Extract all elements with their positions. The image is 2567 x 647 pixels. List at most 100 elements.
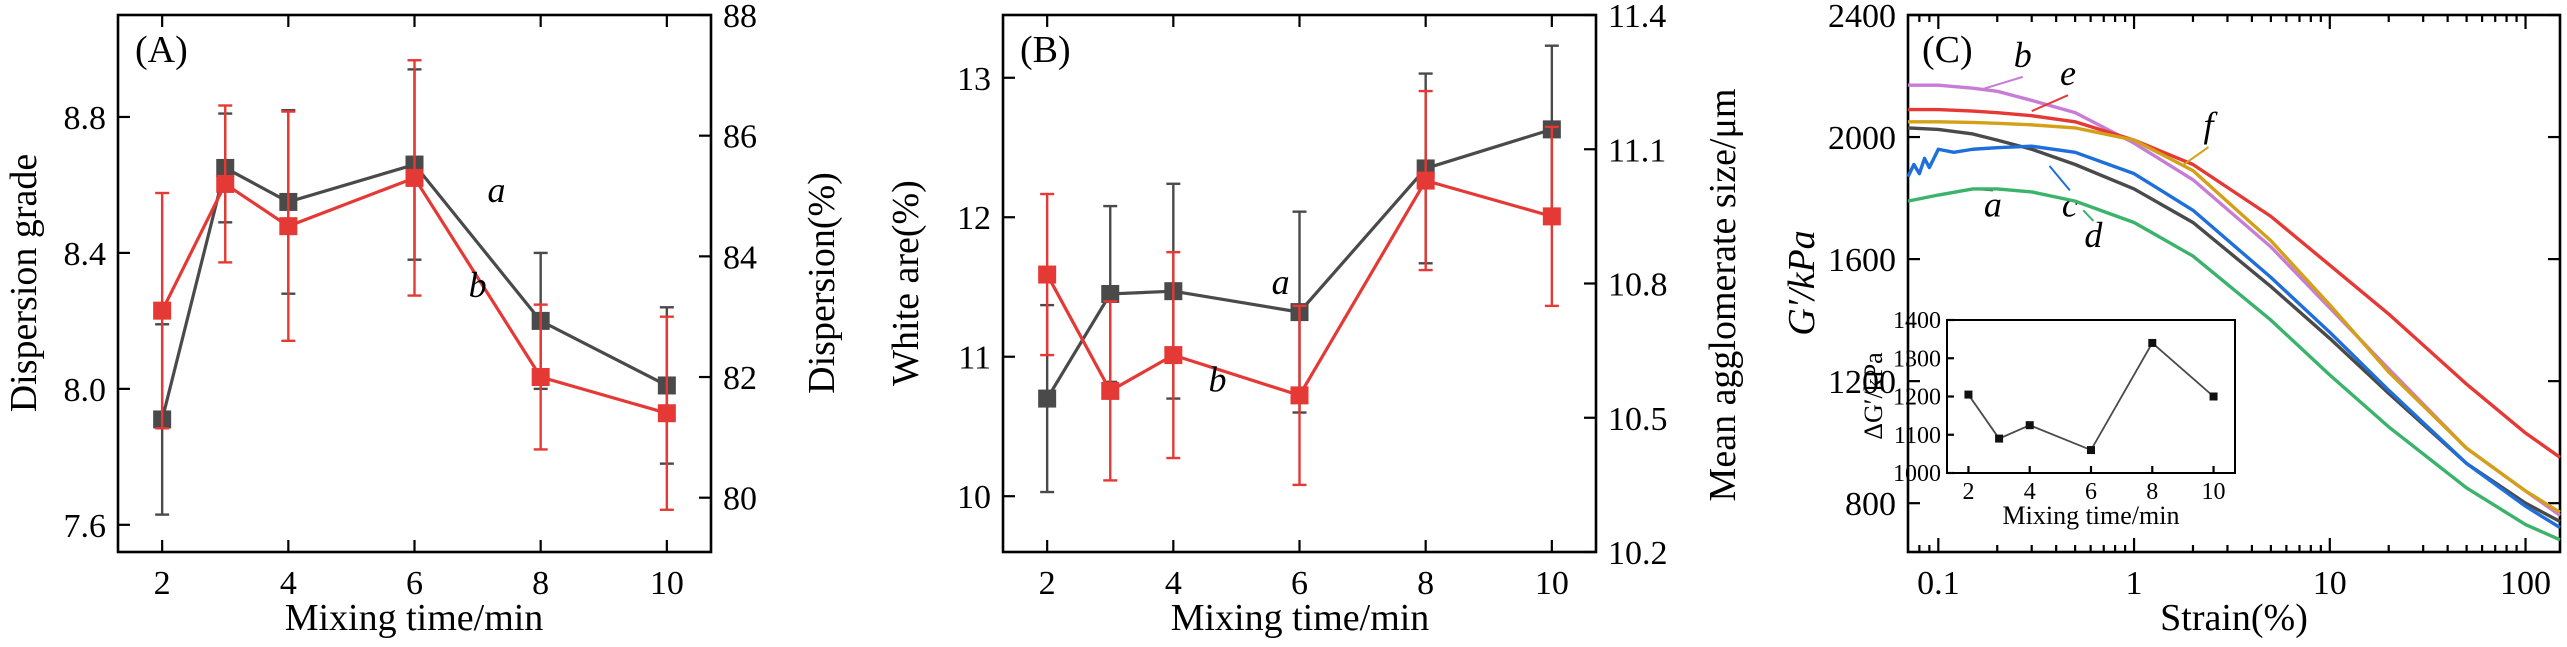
panel-a-y2label: Dispersion(%) bbox=[801, 172, 843, 394]
panel-b-ytick-label: 12 bbox=[957, 200, 991, 237]
panel-b-ytick-label: 10 bbox=[957, 479, 991, 516]
panel-a-xtick-label: 8 bbox=[532, 565, 549, 602]
panel-b-xtick-label: 4 bbox=[1165, 565, 1182, 602]
panel-c-inset: Mixing time/min ΔG′/kPa 2 4 6 8 10 1000 1100 12… bbox=[1859, 308, 2236, 530]
panel-b-series-a-line bbox=[1045, 127, 1553, 400]
panel-b-ytick-label: 13 bbox=[957, 61, 991, 98]
panel-c-series-a-label: a bbox=[1984, 184, 2002, 224]
panel-c-xtick-label: 0.1 bbox=[1917, 565, 1960, 602]
panel-c-series-b-label: b bbox=[2014, 35, 2032, 75]
inset-ytick-label: 1400 bbox=[1893, 308, 1941, 334]
panel-b-xtick-label: 6 bbox=[1291, 565, 1308, 602]
inset-ytick-label: 1300 bbox=[1893, 346, 1941, 372]
panel-a-xtick-label: 10 bbox=[650, 565, 684, 602]
panel-b-point bbox=[1416, 171, 1435, 190]
panel-a-ytick-label: 8.8 bbox=[64, 100, 107, 137]
panel-b-xtick-label: 10 bbox=[1535, 565, 1569, 602]
panel-a-series-label: b bbox=[469, 265, 487, 305]
panel-c-ytick-label: 1600 bbox=[1828, 242, 1896, 279]
inset-ylabel: ΔG′/kPa bbox=[1859, 352, 1888, 440]
inset-point bbox=[1964, 390, 1973, 399]
inset-xtick-label: 10 bbox=[2202, 479, 2226, 505]
panel-c-label: (C) bbox=[1922, 29, 1973, 71]
inset-point bbox=[2148, 338, 2157, 347]
panel-a-ytick-label: 8.0 bbox=[64, 372, 107, 409]
panel-a-point bbox=[405, 168, 424, 187]
panel-b-series-label: a bbox=[1272, 262, 1290, 302]
panel-b-point bbox=[1038, 265, 1057, 284]
panel-a-series-label: a bbox=[488, 170, 506, 210]
panel-b-y2tick-label: 10.8 bbox=[1608, 267, 1668, 304]
panel-c-xlabel: Strain(%) bbox=[2160, 597, 2308, 639]
panel-a-series: ab bbox=[153, 59, 676, 516]
panel-c-series-b-leader bbox=[1983, 75, 2024, 90]
panel-c-series-d-label: d bbox=[2084, 215, 2103, 255]
panel-a-y2tick-label: 84 bbox=[723, 239, 757, 276]
panel-c-series-f-label: f bbox=[2203, 105, 2218, 145]
panel-b-xlabel: Mixing time/min bbox=[1171, 597, 1430, 639]
panel-c-ylabel: G′/kPa bbox=[1781, 230, 1823, 335]
panel-b-y2tick-label: 10.2 bbox=[1608, 535, 1668, 572]
panel-b-point bbox=[1290, 386, 1309, 405]
panel-c-ytick-label: 2400 bbox=[1828, 0, 1896, 35]
panel-b-y2tick-label: 10.5 bbox=[1608, 401, 1668, 438]
panel-c-series-e-label: e bbox=[2060, 53, 2076, 93]
panel-c: (C) Strain(%) G′/kPa 0.1 1 10 100 800 1200 160… bbox=[1781, 0, 2562, 639]
panel-c-series-e-line bbox=[1908, 107, 2561, 459]
panel-b-xtick-label: 8 bbox=[1417, 565, 1434, 602]
panel-a-series-b-line bbox=[160, 175, 668, 415]
panel-c-ytick-label: 1200 bbox=[1828, 364, 1896, 401]
inset-ytick-label: 1100 bbox=[1894, 423, 1941, 449]
panel-a-point bbox=[531, 368, 550, 387]
inset-ytick-label: 1200 bbox=[1893, 385, 1941, 411]
panel-c-xtick-label: 10 bbox=[2313, 565, 2347, 602]
panel-a-point bbox=[216, 174, 235, 193]
panel-a-xlabel: Mixing time/min bbox=[285, 597, 544, 639]
panel-c-series-e-leader bbox=[2031, 94, 2069, 113]
panel-a-ytick-label: 7.6 bbox=[64, 508, 107, 545]
inset-point bbox=[2087, 446, 2095, 455]
panel-c-series-f-line bbox=[1908, 120, 2561, 514]
panel-b-y2tick-label: 11.4 bbox=[1608, 0, 1666, 35]
inset-ticks: 2 4 6 8 10 1000 1100 1200 1300 1400 bbox=[1893, 308, 2226, 505]
panel-b-y2label: Mean agglomerate size/μm bbox=[1702, 89, 1744, 502]
panel-a-y2tick-label: 80 bbox=[723, 481, 757, 518]
panel-c-series-d-leader bbox=[2082, 209, 2095, 222]
panel-c-series-c-leader bbox=[2048, 165, 2071, 192]
panel-c-series-c-line bbox=[1906, 144, 2561, 530]
inset-xtick-label: 4 bbox=[2024, 479, 2036, 505]
panel-c-series-d: d bbox=[1907, 187, 2561, 542]
panel-b-ytick-label: 11 bbox=[958, 340, 991, 377]
panel-a-point bbox=[153, 301, 172, 320]
panel-c-series-c: c bbox=[1906, 144, 2561, 530]
panel-c-xtick-label: 100 bbox=[2500, 565, 2551, 602]
panel-c-frame bbox=[1906, 13, 2562, 554]
panel-c-series-c-label: c bbox=[2062, 184, 2078, 224]
inset-series-line bbox=[1967, 341, 2215, 452]
panel-c-ytick-label: 800 bbox=[1845, 486, 1896, 523]
panel-b-series: ab bbox=[1038, 44, 1561, 494]
panel-a-ticks: 2 4 6 8 10 7.6 8.0 8.4 8.8 80 82 84 86 88 bbox=[64, 0, 758, 602]
panel-a-ytick-label: 8.4 bbox=[64, 236, 107, 273]
panel-c-series: a b cd e f bbox=[1906, 35, 2561, 542]
panel-b-point bbox=[1038, 389, 1057, 408]
panel-b-point bbox=[1542, 207, 1561, 226]
panel-a-xtick-label: 4 bbox=[280, 565, 297, 602]
panel-b-point bbox=[1101, 381, 1120, 400]
panel-a-y2tick-label: 88 bbox=[723, 0, 757, 35]
panel-b-y2tick-label: 11.1 bbox=[1608, 132, 1666, 169]
panel-a-point bbox=[279, 217, 298, 236]
panel-b-xtick-label: 2 bbox=[1039, 565, 1056, 602]
panel-b: (B) Mixing time/min White are(%) Mean ag… bbox=[885, 0, 1744, 639]
panel-c-ytick-label: 2000 bbox=[1828, 120, 1896, 157]
panel-a-point bbox=[657, 404, 676, 423]
panel-b-series-b: b bbox=[1038, 89, 1561, 487]
inset-point bbox=[2025, 421, 2034, 430]
inset-xtick-label: 8 bbox=[2146, 479, 2158, 505]
panel-b-series-b-line bbox=[1045, 178, 1553, 398]
inset-series-delta bbox=[1964, 338, 2218, 455]
inset-series bbox=[1964, 338, 2218, 455]
panel-b-point bbox=[1101, 284, 1120, 303]
panel-c-ticks: 0.1 1 10 100 800 1200 1600 2000 2400 bbox=[1828, 0, 2560, 602]
panel-b-label: (B) bbox=[1020, 29, 1071, 71]
